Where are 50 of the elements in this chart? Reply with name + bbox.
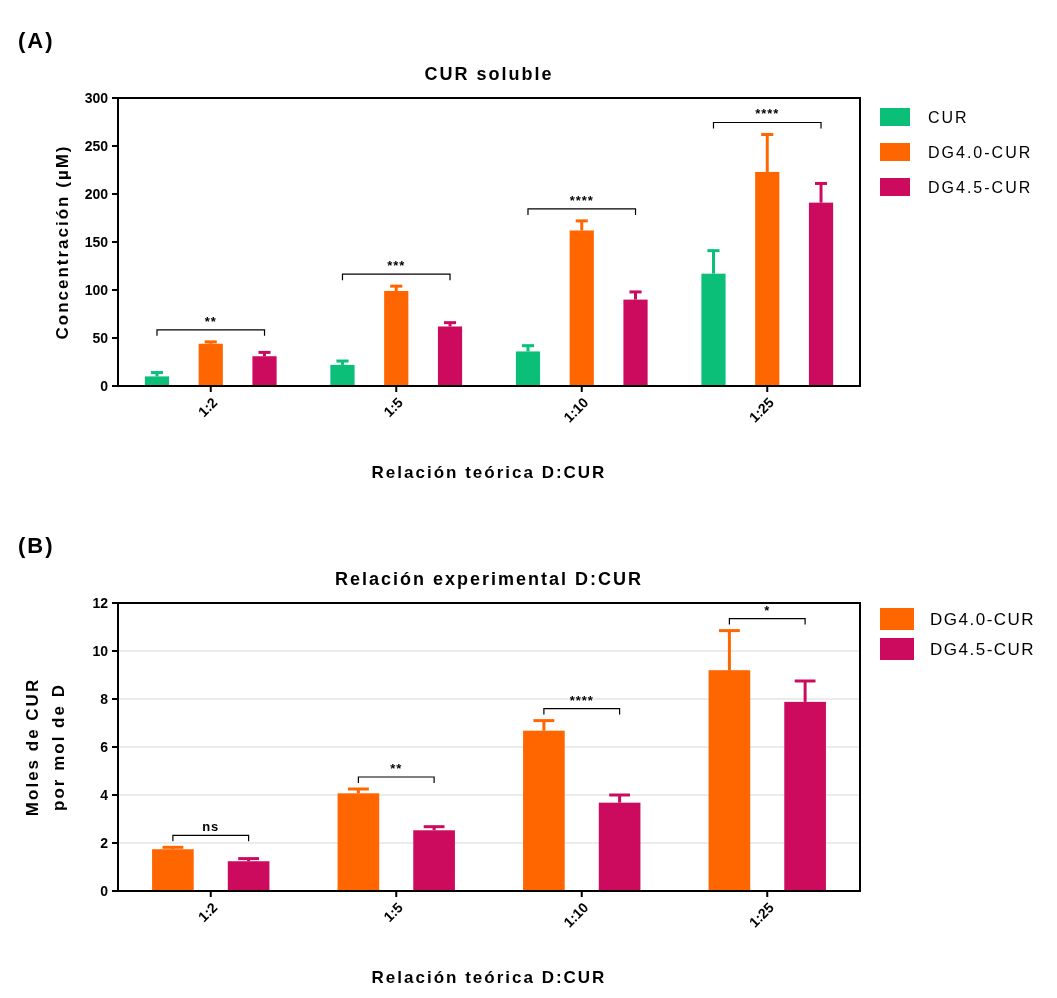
bar [384, 290, 409, 386]
y-tick-label: 6 [100, 738, 109, 755]
y-tick-label: 10 [92, 642, 109, 659]
annotation: *** [387, 258, 406, 274]
y-tick-label: 12 [92, 594, 109, 611]
y-axis-title: Concentración (µM) [53, 144, 72, 340]
bar [152, 849, 194, 891]
annotation: **** [569, 192, 594, 208]
text: (A) [18, 28, 55, 53]
annotation: ** [204, 313, 217, 329]
annotation: * [764, 602, 771, 618]
x-tick-label: 1:5 [380, 899, 406, 925]
bar [198, 343, 223, 386]
legend-label: DG4.5-CUR [928, 178, 1033, 196]
annotation: **** [755, 106, 780, 122]
x-axis-title: Relación teórica D:CUR [371, 968, 607, 987]
y-tick-label: 50 [92, 329, 109, 346]
x-tick-label: 1:2 [194, 394, 221, 420]
bar [515, 351, 541, 386]
bar [227, 861, 270, 891]
legend-label: DG4.0-CUR [930, 609, 1036, 629]
annotation: ** [390, 761, 403, 776]
y-tick-label: 0 [100, 377, 109, 394]
text: (B) [18, 533, 55, 558]
y-tick-label: 200 [84, 185, 109, 202]
y-tick-label: 2 [100, 834, 109, 851]
chart-title: CUR soluble [424, 64, 554, 84]
y-axis-title: Moles de CUR por mol de D [23, 677, 68, 817]
legend-label: DG4.0-CUR [928, 143, 1033, 161]
x-axis-title: Relación teórica D:CUR [371, 463, 607, 482]
x-tick-label: 1:2 [194, 899, 221, 925]
x-tick-label: 1:5 [380, 394, 406, 420]
y-tick-label: 4 [100, 786, 109, 803]
chart-title: Relación experimental D:CUR [334, 569, 644, 589]
bar [144, 376, 170, 386]
bar [252, 356, 277, 386]
bar [337, 793, 380, 891]
legend-label: DG4.5-CUR [930, 639, 1036, 659]
y-tick-label: 300 [84, 89, 109, 106]
bar [330, 364, 355, 386]
annotation: ns [202, 819, 220, 835]
legend-label: CUR [928, 108, 969, 126]
y-tick-label: 150 [84, 233, 109, 250]
bar [413, 830, 455, 891]
y-tick-label: 8 [100, 690, 109, 707]
y-tick-label: 250 [84, 137, 109, 154]
annotation: **** [569, 692, 594, 708]
y-tick-label: 0 [100, 882, 109, 899]
y-tick-label: 100 [84, 281, 109, 298]
bar [437, 326, 463, 386]
